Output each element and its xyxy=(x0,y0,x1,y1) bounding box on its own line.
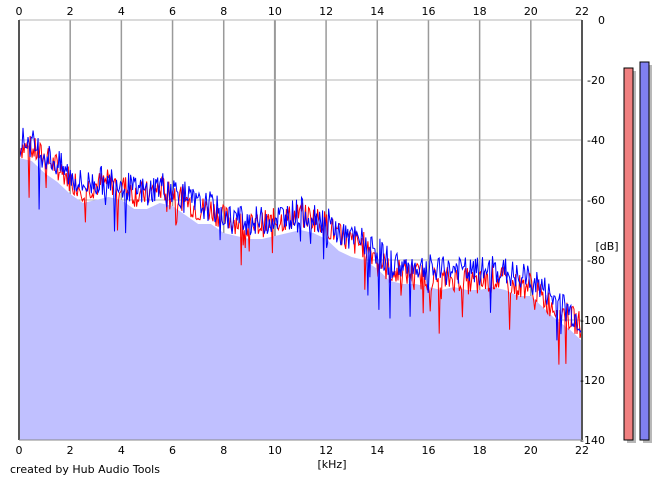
axis-frame xyxy=(18,20,583,441)
x-tick-bottom-22: 22 xyxy=(575,444,589,457)
x-tick-bottom-14: 14 xyxy=(370,444,384,457)
y-tick--140: -140 xyxy=(580,434,605,447)
y-axis-label: [dB] xyxy=(595,240,618,253)
x-tick-bottom-6: 6 xyxy=(169,444,176,457)
y-tick--80: -80 xyxy=(587,254,605,267)
x-tick-top-4: 4 xyxy=(118,5,125,18)
x-tick-top-2: 2 xyxy=(67,5,74,18)
level-meter-1 xyxy=(639,61,650,441)
x-axis-bottom-ticks: 0 2 4 6 8 10 12 14 16 18 20 22 xyxy=(16,444,590,457)
y-axis-ticks: 0 -20 -40 -60 -80 -100 -120 -140 xyxy=(580,14,605,447)
x-tick-bottom-10: 10 xyxy=(268,444,282,457)
x-tick-bottom-18: 18 xyxy=(473,444,487,457)
spectrum-area xyxy=(19,158,582,440)
x-tick-bottom-4: 4 xyxy=(118,444,125,457)
x-tick-top-10: 10 xyxy=(268,5,282,18)
level-meters xyxy=(623,61,652,443)
area-fill xyxy=(19,158,582,440)
series-layer xyxy=(18,127,583,365)
x-tick-bottom-8: 8 xyxy=(220,444,227,457)
x-tick-top-0: 0 xyxy=(16,5,23,18)
x-tick-bottom-16: 16 xyxy=(421,444,435,457)
x-tick-bottom-20: 20 xyxy=(524,444,538,457)
x-tick-top-12: 12 xyxy=(319,5,333,18)
x-tick-top-14: 14 xyxy=(370,5,384,18)
y-tick--20: -20 xyxy=(587,74,605,87)
x-axis-label: [kHz] xyxy=(318,458,347,471)
credit-text: created by Hub Audio Tools xyxy=(10,463,160,476)
x-tick-top-16: 16 xyxy=(421,5,435,18)
x-tick-top-6: 6 xyxy=(169,5,176,18)
x-tick-top-22: 22 xyxy=(575,5,589,18)
y-tick--120: -120 xyxy=(580,374,605,387)
x-tick-top-20: 20 xyxy=(524,5,538,18)
series-line-1 xyxy=(18,127,583,341)
x-tick-bottom-12: 12 xyxy=(319,444,333,457)
x-tick-top-18: 18 xyxy=(473,5,487,18)
x-tick-bottom-0: 0 xyxy=(16,444,23,457)
y-tick--60: -60 xyxy=(587,194,605,207)
x-tick-top-8: 8 xyxy=(220,5,227,18)
y-tick--100: -100 xyxy=(580,314,605,327)
series-line-0 xyxy=(18,135,583,365)
x-axis-top-ticks: 0 2 4 6 8 10 12 14 16 18 20 22 xyxy=(16,5,590,18)
y-tick-0: 0 xyxy=(598,14,605,27)
level-meter-0 xyxy=(623,67,634,441)
x-tick-bottom-2: 2 xyxy=(67,444,74,457)
y-tick--40: -40 xyxy=(587,134,605,147)
